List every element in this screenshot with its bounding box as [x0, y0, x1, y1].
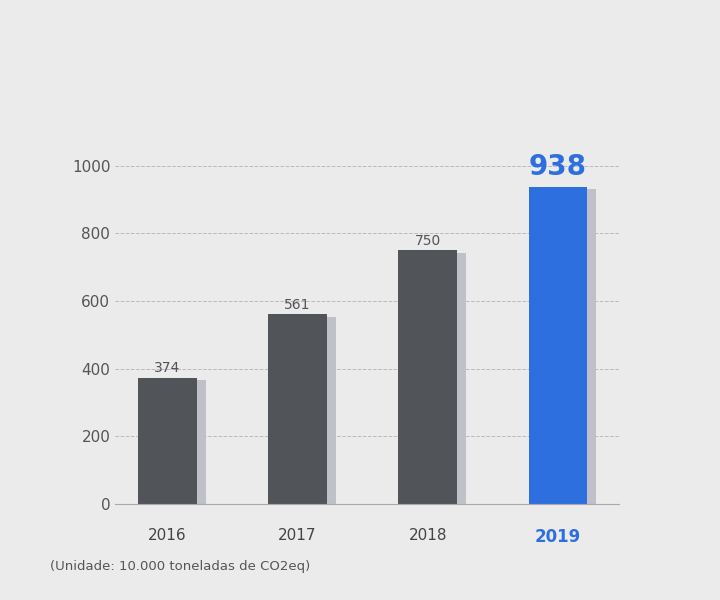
Bar — [138, 377, 197, 504]
Bar — [538, 190, 596, 504]
Bar — [147, 380, 206, 504]
Bar — [408, 253, 466, 504]
Text: 2017: 2017 — [279, 527, 317, 542]
Bar — [277, 317, 336, 504]
Text: 2018: 2018 — [408, 527, 447, 542]
Bar — [269, 314, 327, 504]
Text: 750: 750 — [415, 233, 441, 248]
Text: 938: 938 — [529, 152, 587, 181]
Text: 561: 561 — [284, 298, 311, 311]
Bar — [528, 187, 588, 504]
Text: 2019: 2019 — [535, 527, 581, 545]
Text: (Unidade: 10.000 toneladas de CO2eq): (Unidade: 10.000 toneladas de CO2eq) — [50, 560, 310, 573]
Bar — [398, 250, 457, 504]
Text: 374: 374 — [154, 361, 181, 375]
Text: 2016: 2016 — [148, 527, 186, 542]
